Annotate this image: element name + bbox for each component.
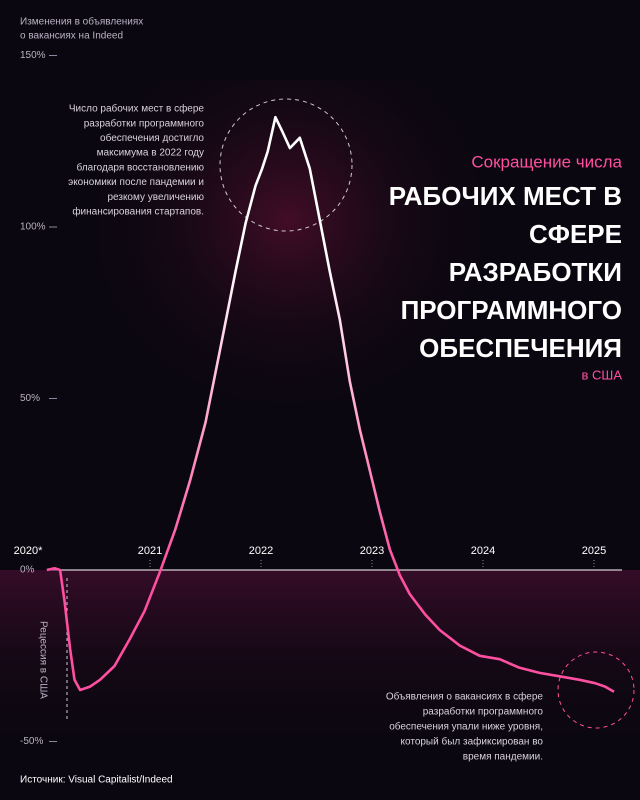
y-tick-label: 100% [20,222,46,233]
recession-label: Рецессия в США [37,621,48,699]
data-line [46,115,615,693]
annotation: финансирования стартапов. [72,206,204,218]
title-line: СФЕРЕ [529,219,622,249]
annotation: разработки программного [84,117,205,129]
peak-circle [219,98,353,232]
y-axis-title: о вакансиях на Indeed [20,31,123,42]
x-tick-label: 2024 [471,545,495,557]
x-tick-label: 2022 [249,545,273,557]
annotation: благодаря восстановлению [77,161,205,173]
title-line: ПРОГРАММНОГО [401,295,622,325]
x-tick-label: 2023 [360,545,384,557]
y-tick-label: -50% [20,736,43,747]
title-line: ОБЕСПЕЧЕНИЯ [419,333,622,363]
annotation: обеспечения достигло [100,132,204,144]
y-tick-label: 0% [20,565,35,576]
annotation: который был зафиксирован во [401,736,544,748]
annotation: резкому увеличению [107,192,204,203]
title-pre: Сокращение числа [471,152,622,171]
x-tick-label: 2025 [582,545,606,557]
title-post: в США [582,367,623,382]
title-line: РАЗРАБОТКИ [449,257,622,287]
annotation: разработки программного [423,706,544,718]
annotation: обеспечения упали ниже уровня, [389,721,543,733]
glow [100,80,520,480]
annotation: Число рабочих мест в сфере [69,103,205,115]
y-axis-title: Изменения в объявлениях [20,16,143,28]
negative-zone [0,570,640,750]
end-circle [557,651,635,729]
title-line: РАБОЧИХ МЕСТ В [389,181,622,211]
annotation: экономики после пандемии и [68,177,204,188]
annotation: Объявления о вакансиях в сфере [386,691,544,703]
x-tick-label: 2020* [14,545,43,557]
x-tick-label: 2021 [138,545,162,557]
annotation: время пандемии. [463,752,543,763]
source: Источник: Visual Capitalist/Indeed [20,775,173,786]
y-tick-label: 50% [20,393,40,404]
y-tick-label: 150% [20,50,46,61]
annotation: максимума в 2022 году [97,148,204,159]
